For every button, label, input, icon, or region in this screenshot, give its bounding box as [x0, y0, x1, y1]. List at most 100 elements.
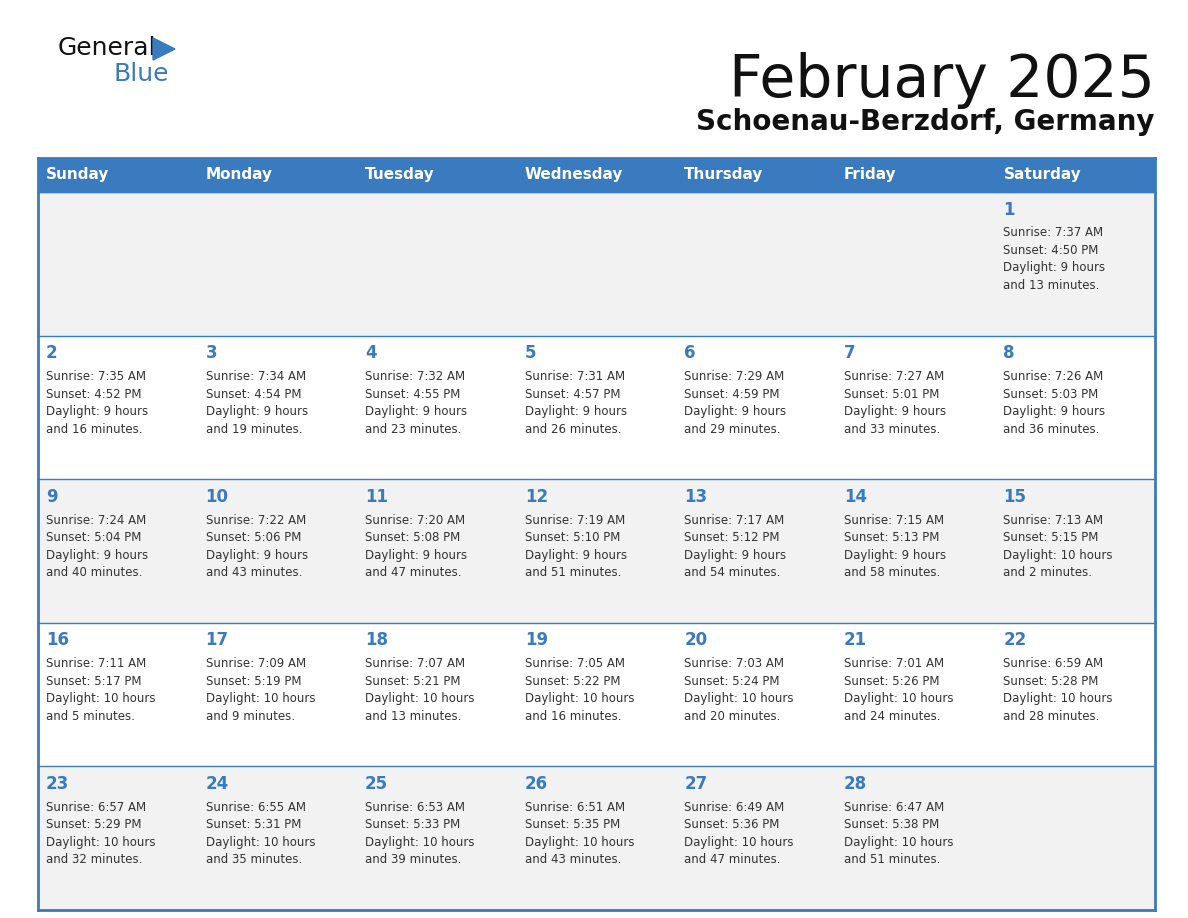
Bar [996, 622, 1155, 767]
Text: 21: 21 [843, 632, 867, 649]
Bar [676, 336, 836, 479]
Bar [517, 479, 676, 622]
Text: Sunrise: 6:57 AM
Sunset: 5:29 PM
Daylight: 10 hours
and 32 minutes.: Sunrise: 6:57 AM Sunset: 5:29 PM Dayligh… [46, 800, 156, 867]
Text: Sunrise: 7:09 AM
Sunset: 5:19 PM
Daylight: 10 hours
and 9 minutes.: Sunrise: 7:09 AM Sunset: 5:19 PM Dayligh… [206, 657, 315, 722]
Bar [836, 192, 996, 336]
Text: 13: 13 [684, 487, 707, 506]
Bar [676, 767, 836, 910]
Text: 14: 14 [843, 487, 867, 506]
Text: Sunrise: 7:37 AM
Sunset: 4:50 PM
Daylight: 9 hours
and 13 minutes.: Sunrise: 7:37 AM Sunset: 4:50 PM Dayligh… [1004, 227, 1106, 292]
Text: Tuesday: Tuesday [365, 167, 435, 183]
Bar [517, 336, 676, 479]
Bar [517, 192, 676, 336]
Text: 7: 7 [843, 344, 855, 363]
Text: Sunrise: 7:34 AM
Sunset: 4:54 PM
Daylight: 9 hours
and 19 minutes.: Sunrise: 7:34 AM Sunset: 4:54 PM Dayligh… [206, 370, 308, 435]
Text: 27: 27 [684, 775, 708, 793]
Text: Sunrise: 6:59 AM
Sunset: 5:28 PM
Daylight: 10 hours
and 28 minutes.: Sunrise: 6:59 AM Sunset: 5:28 PM Dayligh… [1004, 657, 1113, 722]
Text: Sunrise: 7:31 AM
Sunset: 4:57 PM
Daylight: 9 hours
and 26 minutes.: Sunrise: 7:31 AM Sunset: 4:57 PM Dayligh… [525, 370, 627, 435]
Bar [197, 767, 358, 910]
Text: 23: 23 [46, 775, 69, 793]
Bar [197, 622, 358, 767]
Text: 25: 25 [365, 775, 388, 793]
Text: 3: 3 [206, 344, 217, 363]
Bar [358, 336, 517, 479]
Text: Sunrise: 7:05 AM
Sunset: 5:22 PM
Daylight: 10 hours
and 16 minutes.: Sunrise: 7:05 AM Sunset: 5:22 PM Dayligh… [525, 657, 634, 722]
Text: 24: 24 [206, 775, 229, 793]
Text: 5: 5 [525, 344, 536, 363]
Bar [358, 622, 517, 767]
Text: Sunrise: 6:55 AM
Sunset: 5:31 PM
Daylight: 10 hours
and 35 minutes.: Sunrise: 6:55 AM Sunset: 5:31 PM Dayligh… [206, 800, 315, 867]
Bar [38, 336, 197, 479]
Bar [996, 479, 1155, 622]
Text: Sunrise: 6:49 AM
Sunset: 5:36 PM
Daylight: 10 hours
and 47 minutes.: Sunrise: 6:49 AM Sunset: 5:36 PM Dayligh… [684, 800, 794, 867]
Text: 9: 9 [46, 487, 57, 506]
Text: 15: 15 [1004, 487, 1026, 506]
Text: Sunrise: 7:35 AM
Sunset: 4:52 PM
Daylight: 9 hours
and 16 minutes.: Sunrise: 7:35 AM Sunset: 4:52 PM Dayligh… [46, 370, 148, 435]
Text: 28: 28 [843, 775, 867, 793]
Text: Sunrise: 7:15 AM
Sunset: 5:13 PM
Daylight: 9 hours
and 58 minutes.: Sunrise: 7:15 AM Sunset: 5:13 PM Dayligh… [843, 514, 946, 579]
Bar [836, 767, 996, 910]
Bar [358, 192, 517, 336]
Text: February 2025: February 2025 [729, 52, 1155, 109]
Text: General: General [58, 36, 157, 60]
Text: Sunrise: 6:53 AM
Sunset: 5:33 PM
Daylight: 10 hours
and 39 minutes.: Sunrise: 6:53 AM Sunset: 5:33 PM Dayligh… [365, 800, 475, 867]
Text: 26: 26 [525, 775, 548, 793]
Text: Friday: Friday [843, 167, 897, 183]
Text: Sunrise: 7:19 AM
Sunset: 5:10 PM
Daylight: 9 hours
and 51 minutes.: Sunrise: 7:19 AM Sunset: 5:10 PM Dayligh… [525, 514, 627, 579]
Text: Sunrise: 7:17 AM
Sunset: 5:12 PM
Daylight: 9 hours
and 54 minutes.: Sunrise: 7:17 AM Sunset: 5:12 PM Dayligh… [684, 514, 786, 579]
Text: Sunrise: 7:03 AM
Sunset: 5:24 PM
Daylight: 10 hours
and 20 minutes.: Sunrise: 7:03 AM Sunset: 5:24 PM Dayligh… [684, 657, 794, 722]
Text: 17: 17 [206, 632, 228, 649]
Text: Wednesday: Wednesday [525, 167, 623, 183]
Polygon shape [153, 38, 175, 60]
Bar [517, 767, 676, 910]
Bar [996, 336, 1155, 479]
Text: 16: 16 [46, 632, 69, 649]
Text: Sunrise: 7:13 AM
Sunset: 5:15 PM
Daylight: 10 hours
and 2 minutes.: Sunrise: 7:13 AM Sunset: 5:15 PM Dayligh… [1004, 514, 1113, 579]
Bar [676, 479, 836, 622]
Text: Sunrise: 7:24 AM
Sunset: 5:04 PM
Daylight: 9 hours
and 40 minutes.: Sunrise: 7:24 AM Sunset: 5:04 PM Dayligh… [46, 514, 148, 579]
Text: 10: 10 [206, 487, 228, 506]
Text: 1: 1 [1004, 201, 1015, 218]
Text: 19: 19 [525, 632, 548, 649]
Text: 8: 8 [1004, 344, 1015, 363]
Bar [676, 622, 836, 767]
Bar [996, 767, 1155, 910]
Text: Blue: Blue [113, 62, 169, 86]
Text: 22: 22 [1004, 632, 1026, 649]
Text: 2: 2 [46, 344, 57, 363]
Text: Sunrise: 7:01 AM
Sunset: 5:26 PM
Daylight: 10 hours
and 24 minutes.: Sunrise: 7:01 AM Sunset: 5:26 PM Dayligh… [843, 657, 953, 722]
Text: 12: 12 [525, 487, 548, 506]
Bar [38, 622, 197, 767]
Bar [996, 192, 1155, 336]
Bar [517, 622, 676, 767]
Text: Thursday: Thursday [684, 167, 764, 183]
Bar [197, 336, 358, 479]
Bar [836, 479, 996, 622]
Text: 11: 11 [365, 487, 388, 506]
Text: Sunrise: 7:26 AM
Sunset: 5:03 PM
Daylight: 9 hours
and 36 minutes.: Sunrise: 7:26 AM Sunset: 5:03 PM Dayligh… [1004, 370, 1106, 435]
Bar [197, 479, 358, 622]
Text: 4: 4 [365, 344, 377, 363]
Text: Sunrise: 7:32 AM
Sunset: 4:55 PM
Daylight: 9 hours
and 23 minutes.: Sunrise: 7:32 AM Sunset: 4:55 PM Dayligh… [365, 370, 467, 435]
Bar [676, 192, 836, 336]
Bar [358, 767, 517, 910]
Text: Sunrise: 7:27 AM
Sunset: 5:01 PM
Daylight: 9 hours
and 33 minutes.: Sunrise: 7:27 AM Sunset: 5:01 PM Dayligh… [843, 370, 946, 435]
Text: Monday: Monday [206, 167, 272, 183]
Text: Saturday: Saturday [1004, 167, 1081, 183]
Text: 18: 18 [365, 632, 388, 649]
Bar [836, 336, 996, 479]
Bar [38, 192, 197, 336]
Text: Sunday: Sunday [46, 167, 109, 183]
Text: Sunrise: 6:51 AM
Sunset: 5:35 PM
Daylight: 10 hours
and 43 minutes.: Sunrise: 6:51 AM Sunset: 5:35 PM Dayligh… [525, 800, 634, 867]
Text: Sunrise: 7:22 AM
Sunset: 5:06 PM
Daylight: 9 hours
and 43 minutes.: Sunrise: 7:22 AM Sunset: 5:06 PM Dayligh… [206, 514, 308, 579]
Bar [836, 622, 996, 767]
Bar [38, 479, 197, 622]
Text: Sunrise: 7:20 AM
Sunset: 5:08 PM
Daylight: 9 hours
and 47 minutes.: Sunrise: 7:20 AM Sunset: 5:08 PM Dayligh… [365, 514, 467, 579]
Text: 6: 6 [684, 344, 696, 363]
Text: Sunrise: 7:11 AM
Sunset: 5:17 PM
Daylight: 10 hours
and 5 minutes.: Sunrise: 7:11 AM Sunset: 5:17 PM Dayligh… [46, 657, 156, 722]
Bar [197, 192, 358, 336]
Text: Sunrise: 7:07 AM
Sunset: 5:21 PM
Daylight: 10 hours
and 13 minutes.: Sunrise: 7:07 AM Sunset: 5:21 PM Dayligh… [365, 657, 475, 722]
Text: Sunrise: 7:29 AM
Sunset: 4:59 PM
Daylight: 9 hours
and 29 minutes.: Sunrise: 7:29 AM Sunset: 4:59 PM Dayligh… [684, 370, 786, 435]
Text: Sunrise: 6:47 AM
Sunset: 5:38 PM
Daylight: 10 hours
and 51 minutes.: Sunrise: 6:47 AM Sunset: 5:38 PM Dayligh… [843, 800, 953, 867]
Bar [358, 479, 517, 622]
